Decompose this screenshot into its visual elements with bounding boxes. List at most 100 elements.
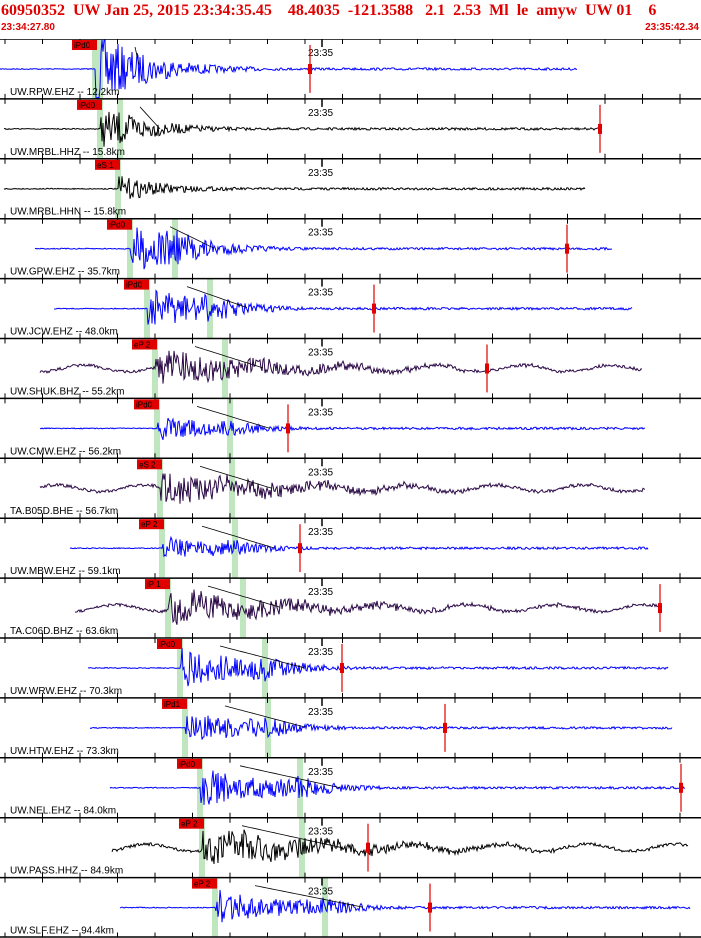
coda-curve [169, 226, 215, 249]
minute-label: 23:35 [308, 288, 333, 299]
phase-pick-box [77, 99, 102, 110]
coda-curve [134, 46, 140, 65]
minute-label: 23:35 [308, 887, 333, 898]
seismic-trace [0, 39, 578, 99]
phase-pick-label: iPd0 [126, 281, 143, 290]
seismic-trace [109, 770, 686, 806]
seismic-trace [3, 111, 601, 147]
seismic-trace [111, 829, 689, 865]
seismic-trace [54, 289, 633, 325]
coda-curve [224, 705, 306, 728]
end-marker-cap [565, 243, 569, 254]
seismogram-panel[interactable]: 23:35 iPd0 UW.RPW.EHZ -- 12.2km 23:35 iPd0 UW… [0, 39, 701, 938]
coda-curve [207, 585, 281, 608]
seismic-trace [74, 589, 661, 625]
station-label: TA.B05D.BHE -- 56.7km [10, 506, 118, 517]
seismic-trace [87, 647, 669, 687]
seismic-trace [3, 176, 586, 199]
phase-pick-label: iPd1 [164, 700, 181, 709]
phase-pick-label: eP 2 [134, 341, 151, 350]
end-marker-cap [308, 64, 312, 74]
s-phase-band [97, 39, 103, 99]
coda-curve [186, 286, 248, 308]
minute-label: 23:35 [308, 587, 333, 598]
minute-label: 23:35 [308, 168, 333, 179]
coda-curve [254, 885, 364, 908]
end-marker-cap [366, 842, 370, 853]
phase-pick-box [132, 339, 157, 350]
station-label: UW.WRW.EHZ -- 70.3km [10, 686, 122, 697]
s-phase-band [207, 278, 213, 339]
time-end-label: 23:35:42.34 [645, 22, 699, 33]
station-label: UW.SHUK.BHZ -- 55.2km [10, 386, 124, 397]
event-title: 60950352 UW Jan 25, 2015 23:34:35.45 48.… [1, 2, 657, 19]
end-marker-cap [598, 123, 602, 134]
end-marker-cap [286, 423, 290, 434]
minute-label: 23:35 [308, 827, 333, 838]
seismic-trace [69, 535, 649, 558]
phase-pick-label: eS 2 [139, 460, 156, 469]
minute-label: 23:35 [308, 228, 333, 239]
phase-pick-label: eP 2 [141, 520, 158, 529]
phase-pick-box [177, 758, 202, 769]
station-label: UW.MRBL.HHN -- 15.8km [10, 207, 126, 218]
station-label: UW.RPW.EHZ -- 12.2km [10, 87, 119, 98]
phase-pick-label: iPd0 [109, 221, 126, 230]
end-marker-cap [443, 722, 447, 733]
seismic-trace [39, 417, 646, 440]
phase-pick-box [157, 639, 182, 649]
event-header: 60950352 UW Jan 25, 2015 23:34:35.45 48.… [0, 0, 701, 39]
end-marker-cap [679, 782, 683, 793]
s-phase-band [265, 697, 271, 758]
station-label: UW.MBW.EHZ -- 59.1km [10, 566, 121, 577]
station-label: UW.PASS.HHZ -- 84.9km [10, 866, 123, 877]
phase-pick-box [162, 698, 187, 709]
coda-curve [239, 765, 341, 789]
station-label: UW.CMW.EHZ -- 56.2km [10, 446, 121, 457]
phase-pick-label: iPd0 [179, 760, 196, 769]
coda-curve [196, 406, 270, 429]
station-label: UW.SLF.EHZ -- 94.4km [10, 926, 114, 937]
coda-curve [139, 106, 161, 130]
minute-label: 23:35 [308, 767, 333, 778]
phase-pick-label: iPd0 [159, 640, 176, 649]
phase-pick-box [139, 519, 164, 530]
phase-pick-label: iP 1 [147, 580, 161, 589]
minute-label: 23:35 [308, 527, 333, 538]
phase-pick-box [145, 579, 170, 590]
minute-label: 23:35 [308, 348, 333, 359]
seismic-trace [89, 715, 673, 740]
phase-pick-box [137, 459, 162, 470]
end-marker-cap [372, 303, 376, 314]
phase-pick-box [95, 159, 120, 170]
phase-pick-label: eS 1 [97, 161, 114, 170]
coda-curve [219, 645, 305, 669]
end-marker-cap [485, 363, 489, 374]
station-label: UW.GPW.EHZ -- 35.7km [10, 267, 120, 278]
end-marker-cap [340, 663, 344, 673]
phase-pick-label: iPd0 [136, 400, 153, 409]
coda-curve [241, 825, 343, 849]
phase-pick-box [72, 40, 97, 50]
phase-pick-label: eP 2 [181, 820, 198, 829]
s-phase-band [262, 638, 268, 698]
coda-curve [201, 525, 275, 549]
seismic-trace [119, 889, 691, 923]
s-phase-band [229, 458, 235, 519]
end-marker-cap [658, 603, 662, 614]
phase-pick-box [179, 818, 204, 829]
station-label: UW.NEL.EHZ -- 84.0km [10, 806, 116, 817]
end-marker-cap [428, 902, 432, 913]
minute-label: 23:35 [308, 647, 333, 658]
minute-label: 23:35 [308, 108, 333, 119]
station-label: UW.MRBL.HHZ -- 15.8km [10, 147, 125, 158]
station-label: UW.HTW.EHZ -- 73.3km [10, 746, 119, 757]
phase-pick-label: iPd0 [74, 41, 91, 50]
time-start-label: 23:34:27.80 [1, 22, 55, 33]
seismic-trace [39, 350, 643, 384]
phase-pick-box [107, 219, 132, 230]
minute-label: 23:35 [308, 407, 333, 418]
phase-pick-box [192, 878, 217, 889]
minute-label: 23:35 [308, 48, 333, 59]
seismic-trace [34, 227, 612, 270]
